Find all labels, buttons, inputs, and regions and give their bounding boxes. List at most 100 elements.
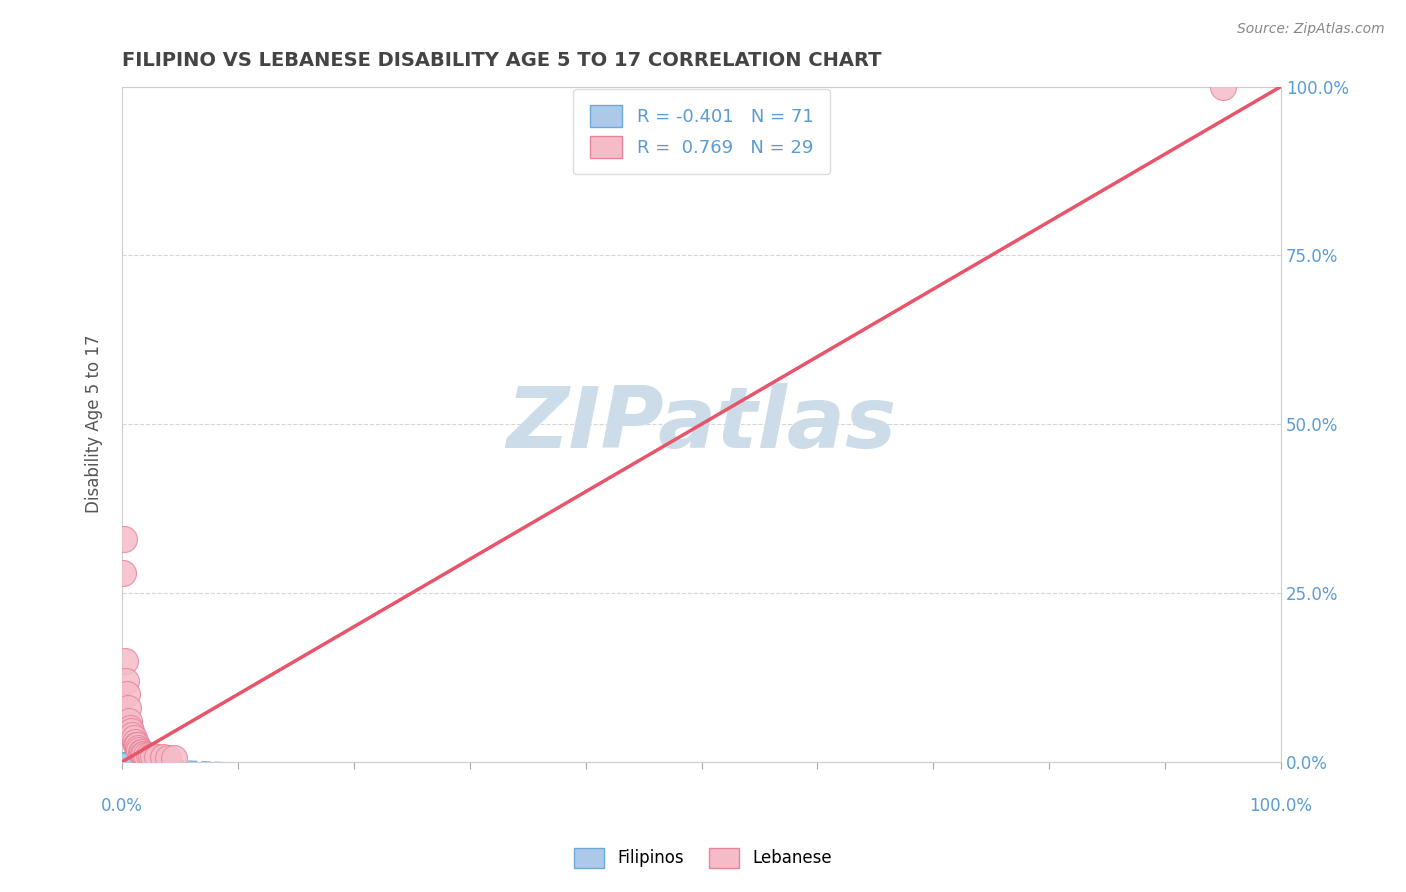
Text: 0.0%: 0.0% [101,797,143,814]
Point [120,724,142,739]
Point [112,755,135,769]
Point [114,654,136,668]
Y-axis label: Disability Age 5 to 17: Disability Age 5 to 17 [86,334,103,514]
Point [112,755,135,769]
Point [112,755,135,769]
Point [112,755,135,769]
Legend: R = -0.401   N = 71, R =  0.769   N = 29: R = -0.401 N = 71, R = 0.769 N = 29 [574,89,830,174]
Point [112,755,135,769]
Point [111,755,134,769]
Point [111,755,134,769]
Point [112,755,135,769]
Point [111,755,134,769]
Point [111,755,134,769]
Point [111,755,134,769]
Point [112,755,135,769]
Point [112,755,135,769]
Point [111,755,134,769]
Point [112,755,135,769]
Point [111,755,134,769]
Point [111,755,134,769]
Text: 100.0%: 100.0% [1250,797,1312,814]
Point [112,755,135,769]
Point [112,755,135,769]
Point [111,755,134,769]
Point [111,755,134,769]
Point [146,750,169,764]
Point [112,755,135,769]
Point [111,755,134,769]
Point [115,687,138,701]
Text: FILIPINO VS LEBANESE DISABILITY AGE 5 TO 17 CORRELATION CHART: FILIPINO VS LEBANESE DISABILITY AGE 5 TO… [122,51,882,70]
Point [111,755,134,769]
Point [114,755,136,769]
Point [129,745,152,759]
Point [112,755,135,769]
Point [112,755,135,769]
Point [122,731,145,746]
Point [111,755,134,769]
Point [111,755,134,769]
Point [132,747,155,761]
Point [124,734,146,748]
Point [111,755,134,769]
Point [111,755,134,769]
Point [112,755,135,769]
Point [111,755,134,769]
Text: Source: ZipAtlas.com: Source: ZipAtlas.com [1237,22,1385,37]
Point [111,755,134,769]
Point [111,755,134,769]
Point [111,755,134,769]
Point [111,755,134,769]
Point [112,755,135,769]
Point [111,755,134,769]
Point [111,755,134,769]
Point [111,755,134,769]
Point [111,755,134,769]
Point [142,748,165,763]
Point [112,755,135,769]
Point [111,755,134,769]
Point [111,755,134,769]
Point [127,738,149,752]
Point [111,755,134,769]
Point [111,755,134,769]
Point [111,755,134,769]
Point [111,755,134,769]
Point [152,750,174,764]
Legend: Filipinos, Lebanese: Filipinos, Lebanese [568,841,838,875]
Point [111,755,134,769]
Point [112,755,135,769]
Point [127,741,149,756]
Point [135,748,157,763]
Point [125,738,148,752]
Point [112,755,135,769]
Point [111,755,134,769]
Point [131,745,153,759]
Point [111,755,134,769]
Point [111,755,134,769]
Point [111,755,134,769]
Point [111,566,134,580]
Point [111,755,134,769]
Point [115,673,138,688]
Point [111,755,134,769]
Point [139,748,162,763]
Point [111,755,134,769]
Point [121,728,143,742]
Point [112,755,135,769]
Point [111,755,134,769]
Point [112,532,135,546]
Point [120,721,142,735]
Point [112,755,135,769]
Point [111,755,134,769]
Point [138,748,160,763]
Point [112,755,135,769]
Point [111,755,134,769]
Point [117,701,139,715]
Point [112,755,135,769]
Point [118,714,141,729]
Point [1212,79,1234,94]
Point [132,747,155,761]
Point [111,755,134,769]
